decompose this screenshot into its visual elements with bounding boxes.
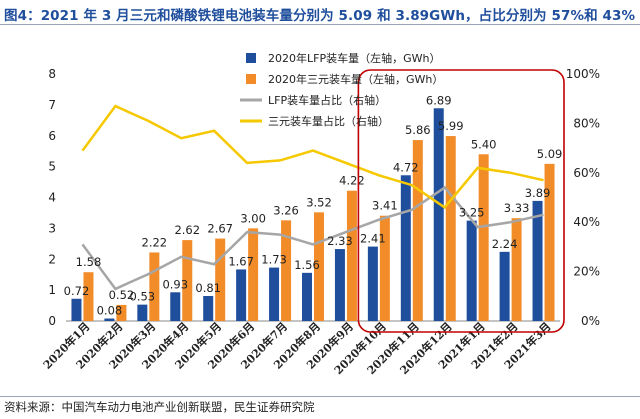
- data-label-lfp: 2.24: [492, 237, 518, 251]
- data-label-ternary: 3.00: [240, 211, 266, 225]
- data-label-lfp: 3.89: [525, 186, 551, 200]
- bar-lfp: [400, 175, 411, 321]
- legend-swatch: [246, 53, 256, 63]
- bar-ternary: [215, 238, 226, 321]
- bar-ternary: [182, 240, 193, 321]
- data-label-ternary: 3.33: [504, 201, 530, 215]
- legend-label: LFP装车量占比（右轴）: [268, 93, 386, 107]
- lines: [81, 104, 544, 291]
- data-label-lfp: 0.81: [195, 281, 221, 295]
- title-divider: [0, 24, 640, 25]
- highlight-rect: [357, 69, 565, 333]
- footer-divider: [0, 396, 640, 397]
- bar-lfp: [532, 200, 543, 321]
- y-left-tick-label: 7: [48, 98, 56, 112]
- bar-ternary: [314, 212, 324, 321]
- data-label-ternary: 5.86: [405, 123, 431, 137]
- line-lfp-share: [81, 185, 544, 291]
- highlight-box: [357, 69, 565, 333]
- data-label-ternary: 3.52: [306, 195, 332, 209]
- y-right-tick-label: 100%: [566, 67, 600, 81]
- data-label-lfp: 0.72: [64, 284, 90, 298]
- bar-lfp: [334, 249, 345, 321]
- bars: [71, 108, 555, 322]
- bar-ternary: [445, 136, 456, 321]
- bar-ternary: [346, 190, 357, 321]
- legend-swatch: [246, 74, 256, 84]
- data-label-lfp: 1.67: [228, 254, 254, 268]
- line-ternary-share: [81, 104, 544, 210]
- bar-ternary: [116, 304, 127, 321]
- data-label-lfp: 0.93: [162, 277, 188, 291]
- bar-ternary: [478, 154, 489, 321]
- bar-lfp: [269, 267, 280, 321]
- bar-lfp: [433, 108, 444, 322]
- data-label-ternary: 2.67: [207, 222, 233, 236]
- bar-lfp: [302, 272, 312, 321]
- data-label-ternary: 3.41: [372, 199, 398, 213]
- data-label-lfp: 3.25: [459, 206, 485, 220]
- y-left-tick-label: 8: [48, 67, 56, 81]
- y-left-tick-label: 3: [48, 221, 56, 235]
- data-label-ternary: 3.26: [273, 203, 299, 217]
- data-label-lfp: 2.33: [327, 234, 353, 248]
- data-label-ternary: 2.62: [174, 223, 200, 237]
- y-left-tick-label: 2: [48, 252, 56, 266]
- y-left-tick-label: 1: [48, 283, 56, 297]
- bar-lfp: [71, 298, 82, 321]
- bar-ternary: [511, 218, 522, 321]
- bar-ternary: [281, 220, 292, 321]
- bar-lfp: [170, 292, 181, 321]
- y-right-tick-label: 0%: [581, 314, 600, 328]
- bar-lfp: [137, 304, 148, 321]
- y-right-tick-label: 60%: [573, 166, 600, 180]
- data-label-ternary: 5.40: [471, 137, 497, 151]
- data-labels: 0.72 1.58 0.08 0.520.53 2.22 0.93 2.62 0.81 2.67…: [64, 93, 563, 317]
- legend-label: 2020年三元装车量（左轴，GWh）: [268, 72, 443, 86]
- bar-lfp: [104, 318, 115, 321]
- legend-label: 2020年LFP装车量（左轴，GWh）: [268, 51, 440, 65]
- data-label-ternary: 1.58: [76, 255, 102, 269]
- data-label-ternary: 4.22: [339, 174, 365, 188]
- bar-ternary: [412, 140, 423, 321]
- bar-ternary: [83, 272, 94, 321]
- bar-lfp: [367, 246, 378, 321]
- data-label-lfp: 0.53: [130, 290, 156, 304]
- y-left-tick-label: 4: [48, 191, 56, 205]
- bar-lfp: [236, 269, 247, 321]
- data-label-ternary: 2.22: [142, 235, 168, 249]
- y-left-tick-label: 5: [48, 160, 56, 174]
- data-label-lfp: 4.72: [393, 160, 419, 174]
- y-right-tick-label: 80%: [573, 116, 600, 130]
- data-label-lfp: 2.41: [360, 232, 386, 246]
- data-label-ternary: 0.52: [109, 288, 135, 302]
- legend-label: 三元装车量占比（右轴）: [268, 114, 389, 128]
- y-right-tick-label: 40%: [573, 215, 600, 229]
- bar-ternary: [379, 215, 390, 321]
- bar-lfp: [499, 251, 510, 321]
- bar-lfp: [203, 295, 214, 321]
- data-label-ternary: 5.09: [537, 147, 563, 161]
- chart-title: 图4：2021 年 3 月三元和磷酸铁锂电池装车量分别为 5.09 和 3.89…: [4, 8, 636, 24]
- data-label-lfp: 1.73: [261, 253, 287, 267]
- data-label-lfp: 1.56: [294, 258, 320, 272]
- bar-ternary: [248, 228, 259, 321]
- bar-ternary: [149, 252, 160, 321]
- y-left-tick-label: 6: [48, 129, 56, 143]
- bar-lfp: [466, 220, 477, 321]
- data-label-ternary: 5.99: [438, 119, 464, 133]
- data-label-lfp: 0.08: [97, 304, 123, 318]
- source-note: 资料来源：中国汽车动力电池产业创新联盟，民生证券研究院: [4, 400, 315, 414]
- y-right-tick-label: 20%: [573, 265, 600, 279]
- y-left-tick-label: 0: [48, 314, 56, 328]
- bar-ternary: [544, 163, 555, 321]
- legend: 2020年LFP装车量（左轴，GWh） 2020年三元装车量（左轴，GWh） LFP…: [240, 51, 443, 128]
- data-label-lfp: 6.89: [426, 93, 452, 107]
